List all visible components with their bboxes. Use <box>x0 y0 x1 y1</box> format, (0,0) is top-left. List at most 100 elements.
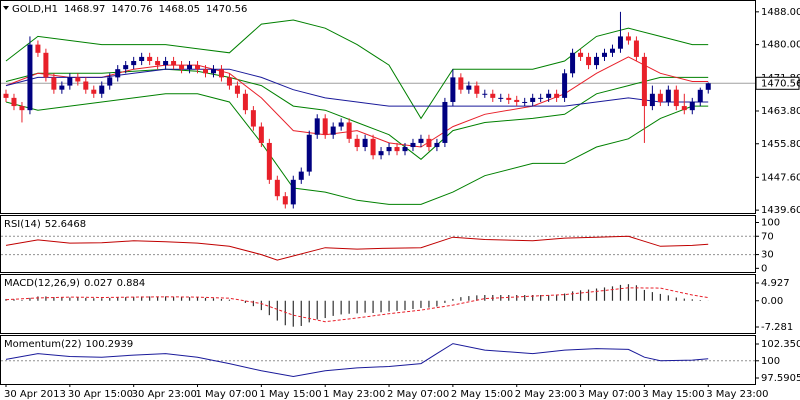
candle-body <box>705 83 711 90</box>
x-tick-label: 3 May 07:00 <box>579 389 641 400</box>
indicator-value: 100.2939 <box>86 339 134 350</box>
y-tick-label: 1463.80 <box>761 106 800 117</box>
candle-body <box>594 56 600 66</box>
indicator-line <box>5 235 709 261</box>
menu-arrow <box>3 6 9 10</box>
candle-body <box>218 69 224 78</box>
candle-body <box>641 56 647 107</box>
candle-body <box>195 65 201 70</box>
candle-body <box>378 151 384 156</box>
candle-body <box>171 60 177 66</box>
candle-body <box>458 77 464 90</box>
x-tick-label: 1 May 15:00 <box>259 389 321 400</box>
candle-body <box>602 52 607 57</box>
indicator-line <box>5 68 709 107</box>
candle-body <box>570 52 576 74</box>
price-label: 1470.56 <box>761 78 800 89</box>
candle-body <box>19 106 25 111</box>
y-tick-label: 0 <box>761 263 767 274</box>
indicator-line <box>5 56 709 148</box>
x-tick-label: 2 May 07:00 <box>387 389 449 400</box>
panel-frame <box>0 215 756 273</box>
candle-body <box>203 69 208 74</box>
header-open: 1468.97 <box>64 4 105 15</box>
y-tick-label: 1480.00 <box>761 40 800 51</box>
candle-body <box>498 97 504 99</box>
candle-body <box>266 142 272 180</box>
panel-title: Momentum(22) 100.2939 <box>4 339 133 350</box>
candle-body <box>386 147 392 152</box>
y-tick-label: 4.927 <box>761 278 790 289</box>
candle-body <box>673 89 679 107</box>
candle-body <box>83 81 89 90</box>
candle-body <box>187 65 193 70</box>
candle-body <box>242 93 248 111</box>
y-tick-label: 100 <box>761 356 780 367</box>
header-close: 1470.56 <box>206 4 247 15</box>
y-tick-label: 0.00 <box>761 296 783 307</box>
indicator-line <box>5 287 709 323</box>
candle-body <box>418 138 424 143</box>
candle-body <box>562 73 568 98</box>
panel-title: RSI(14) 52.6468 <box>4 219 86 230</box>
header-high: 1470.76 <box>111 4 152 15</box>
candle-body <box>67 77 73 86</box>
candle-body <box>139 56 145 61</box>
candle-body <box>370 138 376 156</box>
indicator-name: RSI(14) <box>4 219 41 230</box>
indicator-value: 0.027 <box>84 278 113 289</box>
candle-body <box>394 147 400 152</box>
x-tick-label: 1 May 07:00 <box>196 389 258 400</box>
chart-header: GOLD,H1 1468.97 1470.76 1468.05 1470.56 <box>12 4 247 15</box>
indicator-line <box>5 343 709 378</box>
candle-body <box>665 89 671 102</box>
candle-body <box>35 44 41 53</box>
x-tick-label: 30 Apr 23:00 <box>132 389 197 400</box>
candle-body <box>609 48 615 53</box>
candle-body <box>586 56 592 66</box>
x-tick-label: 3 May 15:00 <box>642 389 704 400</box>
candle-body <box>554 93 560 98</box>
candle-body <box>514 99 520 102</box>
candle-body <box>123 65 129 70</box>
candle-body <box>482 93 488 95</box>
y-tick-label: 100 <box>761 218 780 229</box>
candle-body <box>43 52 49 78</box>
indicator-line <box>5 93 709 205</box>
candle-body <box>506 97 512 100</box>
y-tick-label: 97.5905 <box>761 373 800 384</box>
candle-body <box>131 60 137 66</box>
candle-body <box>354 138 360 148</box>
x-tick-label: 30 Apr 2013 <box>4 389 66 400</box>
candle-body <box>689 101 695 111</box>
candle-body <box>649 93 655 107</box>
candle-body <box>99 85 105 94</box>
x-tick-label: 2 May 23:00 <box>515 389 577 400</box>
candle-body <box>697 89 703 102</box>
candle-body <box>633 40 639 57</box>
indicator-value: 52.6468 <box>45 219 86 230</box>
candle-body <box>657 93 663 102</box>
x-tick-label: 2 May 15:00 <box>451 389 513 400</box>
candle-body <box>681 106 687 111</box>
candle-body <box>314 118 320 135</box>
candle-body <box>338 122 344 127</box>
candle-body <box>538 97 544 99</box>
indicator-line <box>5 19 709 120</box>
x-tick-label: 1 May 23:00 <box>323 389 385 400</box>
x-tick-label: 3 May 23:00 <box>706 389 768 400</box>
candle-body <box>274 179 280 197</box>
price-box <box>755 76 800 90</box>
candle-body <box>330 126 336 135</box>
candle-body <box>234 85 240 94</box>
candle-body <box>490 93 496 98</box>
header-symbol: GOLD,H1 <box>12 4 58 15</box>
candle-body <box>91 89 97 94</box>
candle-body <box>147 56 153 61</box>
header-low: 1468.05 <box>159 4 200 15</box>
candle-body <box>442 101 448 143</box>
candle-body <box>546 93 552 98</box>
y-tick-label: 1439.60 <box>761 205 800 216</box>
candle-body <box>306 134 312 172</box>
